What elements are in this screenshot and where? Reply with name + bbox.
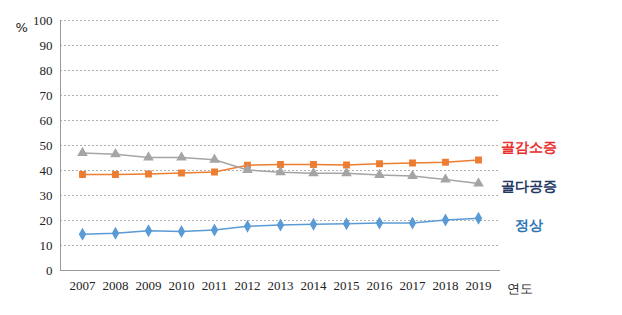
svg-text:%: % <box>16 20 28 35</box>
svg-text:2017: 2017 <box>400 278 427 293</box>
svg-text:100: 100 <box>33 13 53 28</box>
svg-text:골다공증: 골다공증 <box>501 178 557 194</box>
svg-text:2012: 2012 <box>235 278 261 293</box>
svg-text:2007: 2007 <box>70 278 97 293</box>
svg-text:2015: 2015 <box>334 278 360 293</box>
svg-text:50: 50 <box>40 138 53 153</box>
svg-text:골감소증: 골감소증 <box>501 139 557 155</box>
svg-text:2019: 2019 <box>466 278 492 293</box>
svg-text:0: 0 <box>46 263 53 278</box>
svg-text:2018: 2018 <box>433 278 459 293</box>
svg-text:연도: 연도 <box>507 281 533 296</box>
svg-text:2008: 2008 <box>103 278 129 293</box>
svg-text:2016: 2016 <box>367 278 394 293</box>
svg-text:정상: 정상 <box>515 217 543 233</box>
svg-text:40: 40 <box>40 163 53 178</box>
svg-text:80: 80 <box>40 63 53 78</box>
svg-text:2009: 2009 <box>136 278 162 293</box>
svg-text:20: 20 <box>40 213 53 228</box>
svg-text:2010: 2010 <box>169 278 195 293</box>
svg-text:2014: 2014 <box>301 278 328 293</box>
svg-text:2013: 2013 <box>268 278 294 293</box>
svg-text:90: 90 <box>40 38 53 53</box>
svg-text:60: 60 <box>40 113 53 128</box>
svg-text:30: 30 <box>40 188 53 203</box>
svg-text:2011: 2011 <box>202 278 228 293</box>
svg-text:70: 70 <box>40 88 53 103</box>
svg-text:10: 10 <box>40 238 53 253</box>
